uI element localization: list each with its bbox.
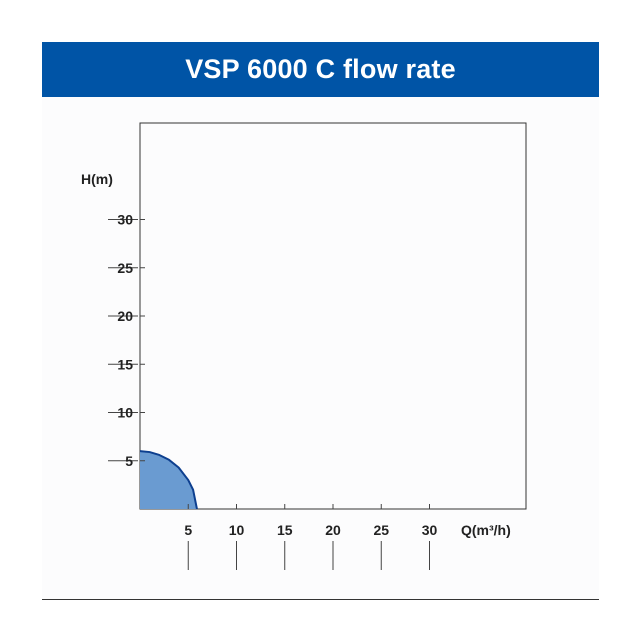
y-axis-ticks: 5 10 15 20 25 30 bbox=[108, 212, 145, 469]
curve-line-0 bbox=[139, 450, 198, 510]
y-tick-label-15: 15 bbox=[117, 356, 133, 372]
y-tick-label-20: 20 bbox=[117, 308, 133, 324]
y-tick-label-30: 30 bbox=[117, 212, 133, 228]
x-tick-label-30: 30 bbox=[422, 522, 438, 538]
plot-frame bbox=[139, 122, 527, 510]
curve-layer bbox=[139, 450, 198, 510]
chart-card bbox=[42, 42, 599, 600]
curve-area-0 bbox=[140, 451, 197, 509]
x-axis-label: Q(m³/h) bbox=[461, 522, 511, 538]
x-tick-label-10: 10 bbox=[229, 522, 245, 538]
chart-title: VSP 6000 C flow rate bbox=[185, 54, 456, 84]
x-tick-label-5: 5 bbox=[184, 522, 192, 538]
y-tick-label-5: 5 bbox=[125, 453, 133, 469]
y-tick-label-25: 25 bbox=[117, 260, 133, 276]
x-tick-label-20: 20 bbox=[325, 522, 341, 538]
x-tick-label-25: 25 bbox=[373, 522, 389, 538]
title-banner: VSP 6000 C flow rate bbox=[42, 42, 599, 97]
y-tick-label-10: 10 bbox=[117, 405, 133, 421]
x-axis-ticks: 5 10 15 20 25 30 bbox=[184, 504, 437, 570]
x-tick-label-15: 15 bbox=[277, 522, 293, 538]
y-axis-label: H(m) bbox=[81, 171, 113, 187]
